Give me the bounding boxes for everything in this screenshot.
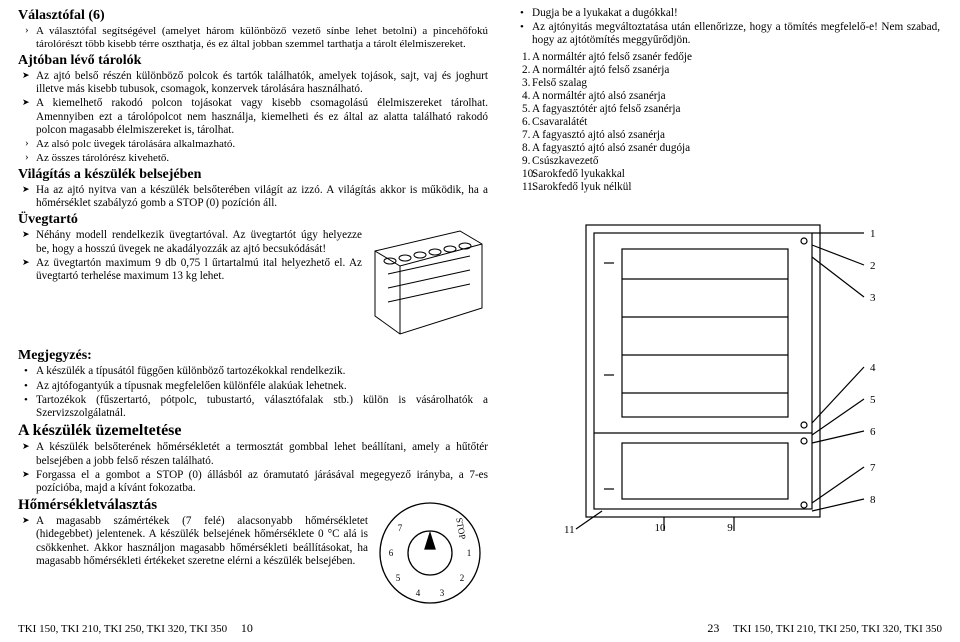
svg-text:7: 7 bbox=[870, 462, 876, 474]
numbered-item: 11.Sarokfedő lyuk nélkül bbox=[514, 181, 940, 193]
numbered-item: 7.A fagyasztó ajtó alsó zsanérja bbox=[514, 129, 940, 141]
list-item: A magasabb számértékek (7 felé) alacsony… bbox=[18, 515, 488, 568]
svg-text:4: 4 bbox=[870, 362, 876, 374]
list-item: Az ajtó belső részén különböző polcok és… bbox=[18, 70, 488, 96]
svg-text:5: 5 bbox=[870, 394, 876, 406]
svg-text:2: 2 bbox=[870, 260, 876, 272]
list-item: Az alsó polc üvegek tárolására alkalmazh… bbox=[18, 138, 488, 151]
svg-text:8: 8 bbox=[870, 494, 876, 506]
list-item: Ha az ajtó nyitva van a készülék belsőte… bbox=[18, 184, 488, 210]
numbered-item: 8.A fagyasztó ajtó alsó zsanér dugója bbox=[514, 142, 940, 154]
heading-ajtoban: Ajtóban lévő tárolók bbox=[18, 53, 488, 69]
left-column: Választófal (6) A választófal segítségév… bbox=[18, 6, 488, 595]
model-list: TKI 150, TKI 210, TKI 250, TKI 320, TKI … bbox=[733, 623, 942, 635]
list-item: A kiemelhető rakodó polcon tojásokat vag… bbox=[18, 97, 488, 137]
svg-text:3: 3 bbox=[870, 292, 876, 304]
list-item: A készülék a típusától függően különböző… bbox=[18, 365, 488, 378]
list-item: Néhány modell rendelkezik üvegtartóval. … bbox=[18, 229, 488, 255]
list-item: A készülék belsőterének hőmérsékletét a … bbox=[18, 441, 488, 467]
heading-uzemeltetes: A készülék üzemeltetése bbox=[18, 422, 488, 440]
numbered-item: 4.A normáltér ajtó alsó zsanérja bbox=[514, 90, 940, 102]
numbered-item: 3.Felső szalag bbox=[514, 77, 940, 89]
footer-left: TKI 150, TKI 210, TKI 250, TKI 320, TKI … bbox=[18, 621, 253, 636]
fridge-door-diagram: 1 2 3 4 5 6 7 8 9 10 11 bbox=[514, 199, 926, 535]
page-footer: TKI 150, TKI 210, TKI 250, TKI 320, TKI … bbox=[0, 621, 960, 636]
numbered-item: 5.A fagyasztótér ajtó felső zsanérja bbox=[514, 103, 940, 115]
list-item: Forgassa el a gombot a STOP (0) állásból… bbox=[18, 469, 488, 495]
svg-text:1: 1 bbox=[870, 228, 876, 240]
list-item: Az ajtófogantyúk a típusnak megfelelően … bbox=[18, 380, 488, 393]
svg-text:9: 9 bbox=[727, 522, 733, 534]
numbered-item: 1.A normáltér ajtó felső zsanér fedője bbox=[514, 51, 940, 63]
svg-text:11: 11 bbox=[564, 524, 575, 535]
numbered-item: 6.Csavaralátét bbox=[514, 116, 940, 128]
svg-text:3: 3 bbox=[440, 588, 445, 598]
svg-text:2: 2 bbox=[460, 573, 465, 583]
numbered-item: 9.Csúszkavezető bbox=[514, 155, 940, 167]
model-list: TKI 150, TKI 210, TKI 250, TKI 320, TKI … bbox=[18, 623, 227, 635]
list-item: Az üvegtartón maximum 9 db 0,75 l űrtart… bbox=[18, 257, 488, 283]
numbered-list: 1.A normáltér ajtó felső zsanér fedője2.… bbox=[514, 51, 940, 193]
svg-text:4: 4 bbox=[416, 588, 421, 598]
numbered-item: 2.A normáltér ajtó felső zsanérja bbox=[514, 64, 940, 76]
heading-valasztofal: Választófal (6) bbox=[18, 8, 488, 24]
paragraph: A választófal segítségével (amelyet háro… bbox=[18, 25, 488, 51]
list-item: Az ajtónyitás megváltoztatása után ellen… bbox=[514, 21, 940, 47]
svg-text:5: 5 bbox=[396, 573, 401, 583]
svg-text:6: 6 bbox=[870, 426, 876, 438]
svg-text:10: 10 bbox=[655, 522, 667, 534]
list-item: Tartozékok (fűszertartó, pótpolc, tubust… bbox=[18, 394, 488, 420]
page-number: 23 bbox=[707, 621, 719, 635]
heading-vilagitas: Világítás a készülék belsejében bbox=[18, 167, 488, 183]
list-item: Az összes tárolórész kivehető. bbox=[18, 152, 488, 165]
page-number: 10 bbox=[241, 621, 253, 635]
list-item: Dugja be a lyukakat a dugókkal! bbox=[514, 7, 940, 20]
footer-right: 23 TKI 150, TKI 210, TKI 250, TKI 320, T… bbox=[707, 621, 942, 636]
text: Ha az ajtó nyitva van a készülék belsőte… bbox=[36, 184, 488, 209]
heading-megjegyzes: Megjegyzés: bbox=[18, 348, 488, 364]
numbered-item: 10.Sarokfedő lyukakkal bbox=[514, 168, 940, 180]
right-column: Dugja be a lyukakat a dugókkal! Az ajtón… bbox=[514, 6, 940, 595]
